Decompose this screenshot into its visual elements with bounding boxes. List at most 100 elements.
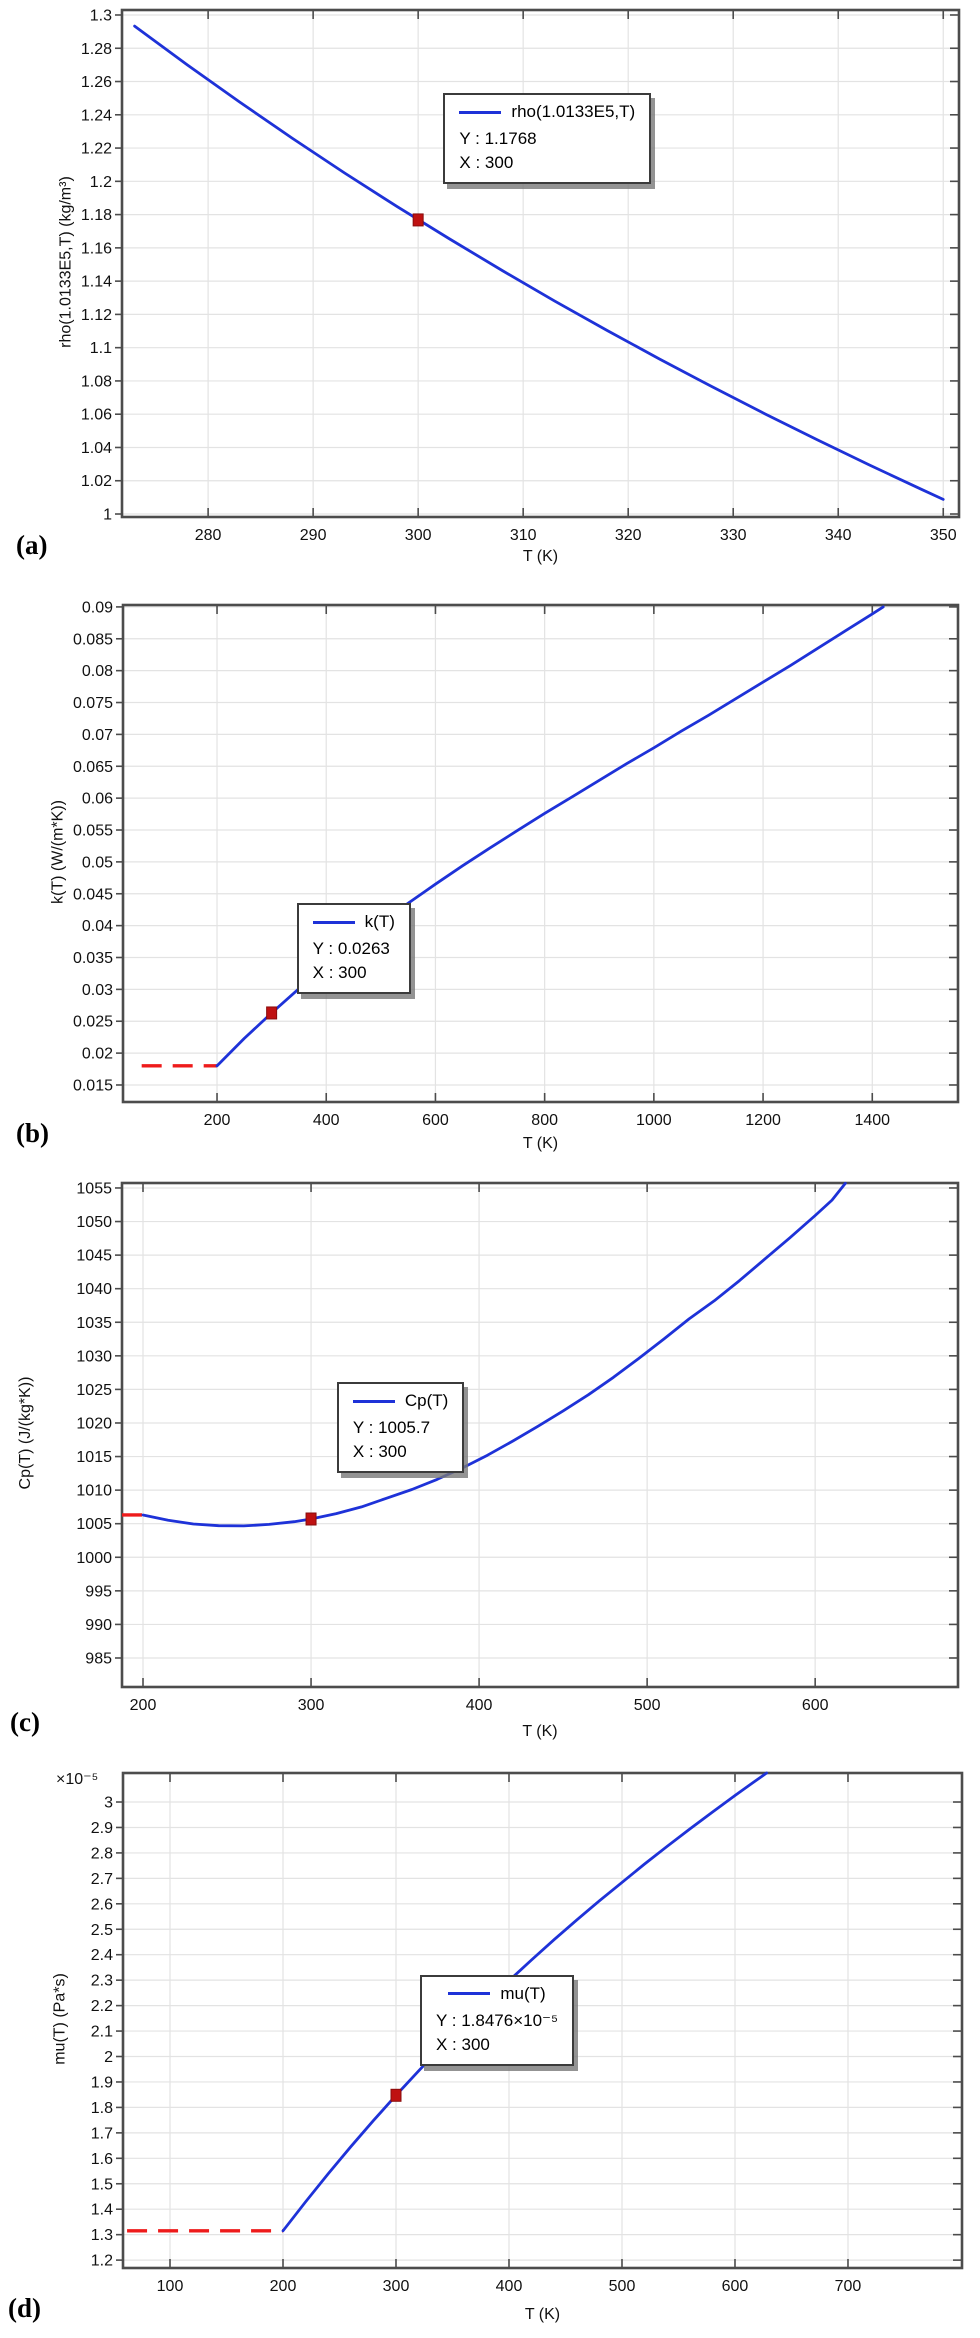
x-tick-label: 700	[835, 2278, 862, 2295]
chart-d-viscosity-plot: 1.2 1.3 1.4 1.5 1.6 1.7 1.8 1.9 2 2.1 2.2 2.3 2.4 2.5…	[0, 1740, 980, 2333]
x-tick-label: 200	[270, 2278, 297, 2295]
y-axis-label: k(T) (W/(m*K))	[49, 799, 66, 904]
x-axis-label: T (K)	[522, 1723, 558, 1740]
legend-box: rho(1.0133E5,T) Y : 1.1768 X : 300	[443, 93, 652, 185]
y-tick-label: 2.3	[91, 1973, 113, 1990]
y-tick-label: 2.5	[91, 1922, 113, 1939]
y-tick-label: 2.6	[91, 1896, 113, 1913]
chart-c-heat-capacity-plot: 985 990 995 1000 1005 1010 1015 1020 1025 1030 103…	[0, 1135, 980, 1740]
legend-y-readout: Y : 0.0263	[312, 939, 390, 959]
chart-b-canvas: 0.015 0.02 0.025 0.03 0.035 0.04 0.045 0.05 0.05…	[73, 599, 960, 1129]
chart-a-canvas-mount: 1 1.02 1.04 1.06 1.08 1.1 1.12 1.14 1.16 1.18 1.2 1…	[0, 0, 980, 560]
y-tick-label: 1.18	[81, 207, 112, 224]
y-tick-label: 2.9	[91, 1820, 113, 1837]
y-tick-label: 1.06	[81, 407, 112, 424]
y-axis-label: mu(T) (Pa*s)	[51, 1972, 68, 2065]
y-tick-label: 1.3	[90, 7, 112, 24]
chart-c-canvas-mount: 985 990 995 1000 1005 1010 1015 1020 1025 1030 103…	[0, 1135, 980, 1740]
x-tick-label: 600	[422, 1112, 449, 1129]
x-tick-label: 300	[383, 2278, 410, 2295]
legend-series-label: mu(T)	[500, 1983, 546, 2003]
y-tick-label: 995	[85, 1583, 112, 1600]
legend-series-label: k(T)	[364, 912, 395, 932]
y-tick-label: 0.035	[73, 950, 113, 967]
y-tick-label: 1020	[76, 1415, 112, 1432]
y-tick-label: 0.025	[73, 1014, 113, 1031]
x-tick-label: 300	[405, 527, 432, 544]
y-tick-label: 0.085	[73, 631, 113, 648]
y-tick-label: 1.22	[81, 141, 112, 158]
x-tick-label: 300	[298, 1697, 325, 1714]
x-tick-label: 500	[609, 2278, 636, 2295]
x-tick-label: 330	[720, 527, 747, 544]
y-tick-label: 1000	[76, 1550, 112, 1567]
x-tick-label: 350	[930, 527, 957, 544]
series-line	[281, 1771, 768, 2233]
y-tick-label: 0.09	[82, 599, 113, 616]
legend-box: Cp(T) Y : 1005.7 X : 300	[336, 1382, 465, 1474]
legend-line-sample-icon	[352, 1399, 395, 1403]
y-tick-label: 1.4	[91, 2202, 113, 2219]
chart-d-canvas: 1.2 1.3 1.4 1.5 1.6 1.7 1.8 1.9 2 2.1 2.2 2.3 2.4 2.5…	[91, 1771, 964, 2295]
probe-marker	[390, 2088, 402, 2102]
y-tick-label: 1.1	[90, 340, 112, 357]
y-tick-label: 1.02	[81, 473, 112, 490]
y-tick-label: 990	[85, 1617, 112, 1634]
y-tick-label: 1.3	[91, 2227, 113, 2244]
legend-y-readout: Y : 1.1768	[459, 129, 537, 149]
y-axis-label: Cp(T) (J/(kg*K))	[17, 1376, 34, 1490]
y-tick-label: 1.24	[81, 107, 112, 124]
x-axis-label: T (K)	[524, 2306, 561, 2323]
subfigure-caption: (a)	[16, 530, 48, 560]
x-tick-label: 400	[313, 1112, 340, 1129]
y-tick-label: 1	[103, 507, 112, 524]
series-line	[215, 605, 885, 1068]
y-tick-label: 1.16	[81, 240, 112, 257]
plot-frame	[120, 8, 961, 519]
x-tick-label: 1000	[636, 1112, 672, 1129]
y-tick-label: 2.1	[91, 2024, 113, 2041]
x-tick-label: 290	[300, 527, 327, 544]
y-tick-label: 1.7	[91, 2125, 113, 2142]
legend-y-readout: Y : 1005.7	[352, 1418, 431, 1438]
y-tick-label: 1015	[76, 1449, 112, 1466]
y-tick-label: 1030	[76, 1348, 112, 1365]
y-tick-label: 1.08	[81, 373, 112, 390]
y-tick-label: 2.4	[91, 1947, 113, 1964]
y-tick-label: 1.12	[81, 307, 112, 324]
legend-title-row: rho(1.0133E5,T)	[459, 102, 635, 122]
legend-series-label: rho(1.0133E5,T)	[511, 102, 636, 122]
x-tick-label: 280	[195, 527, 222, 544]
y-tick-label: 1.5	[91, 2176, 113, 2193]
y-tick-label: 1025	[76, 1382, 112, 1399]
chart-c-canvas: 985 990 995 1000 1005 1010 1015 1020 1025 1030 103…	[76, 1180, 960, 1714]
legend-x-readout: X : 300	[352, 1442, 407, 1462]
y-tick-label: 2.2	[91, 1998, 113, 2015]
legend-series-label: Cp(T)	[404, 1391, 449, 1411]
legend-line-sample-icon	[459, 110, 502, 114]
legend-line-sample-icon	[448, 1992, 491, 1996]
x-tick-label: 100	[157, 2278, 184, 2295]
y-tick-label: 0.055	[73, 823, 113, 840]
y-axis-multiplier: ×10⁻⁵	[56, 1771, 99, 1788]
x-axis-label: T (K)	[522, 548, 559, 565]
y-tick-label: 1005	[76, 1516, 112, 1533]
legend-title-row: k(T)	[312, 912, 395, 932]
probe-marker	[266, 1006, 278, 1020]
subfigure-caption: (d)	[8, 2293, 41, 2323]
y-tick-label: 1035	[76, 1315, 112, 1332]
y-tick-label: 0.015	[73, 1077, 113, 1094]
y-tick-label: 0.045	[73, 886, 113, 903]
x-tick-label: 200	[130, 1697, 157, 1714]
y-tick-label: 1.14	[81, 274, 112, 291]
legend-title-row: mu(T)	[436, 1984, 558, 2004]
y-tick-label: 0.02	[82, 1046, 113, 1063]
y-tick-label: 0.07	[82, 727, 113, 744]
x-tick-label: 200	[204, 1112, 231, 1129]
legend-title-row: Cp(T)	[352, 1391, 449, 1411]
y-tick-label: 0.05	[82, 854, 113, 871]
legend-x-readout: X : 300	[436, 2034, 490, 2054]
x-axis-label: T (K)	[522, 1135, 559, 1152]
y-tick-label: 1055	[76, 1180, 112, 1197]
chart-a-canvas: 1 1.02 1.04 1.06 1.08 1.1 1.12 1.14 1.16 1.18 1.2 1…	[81, 7, 961, 544]
